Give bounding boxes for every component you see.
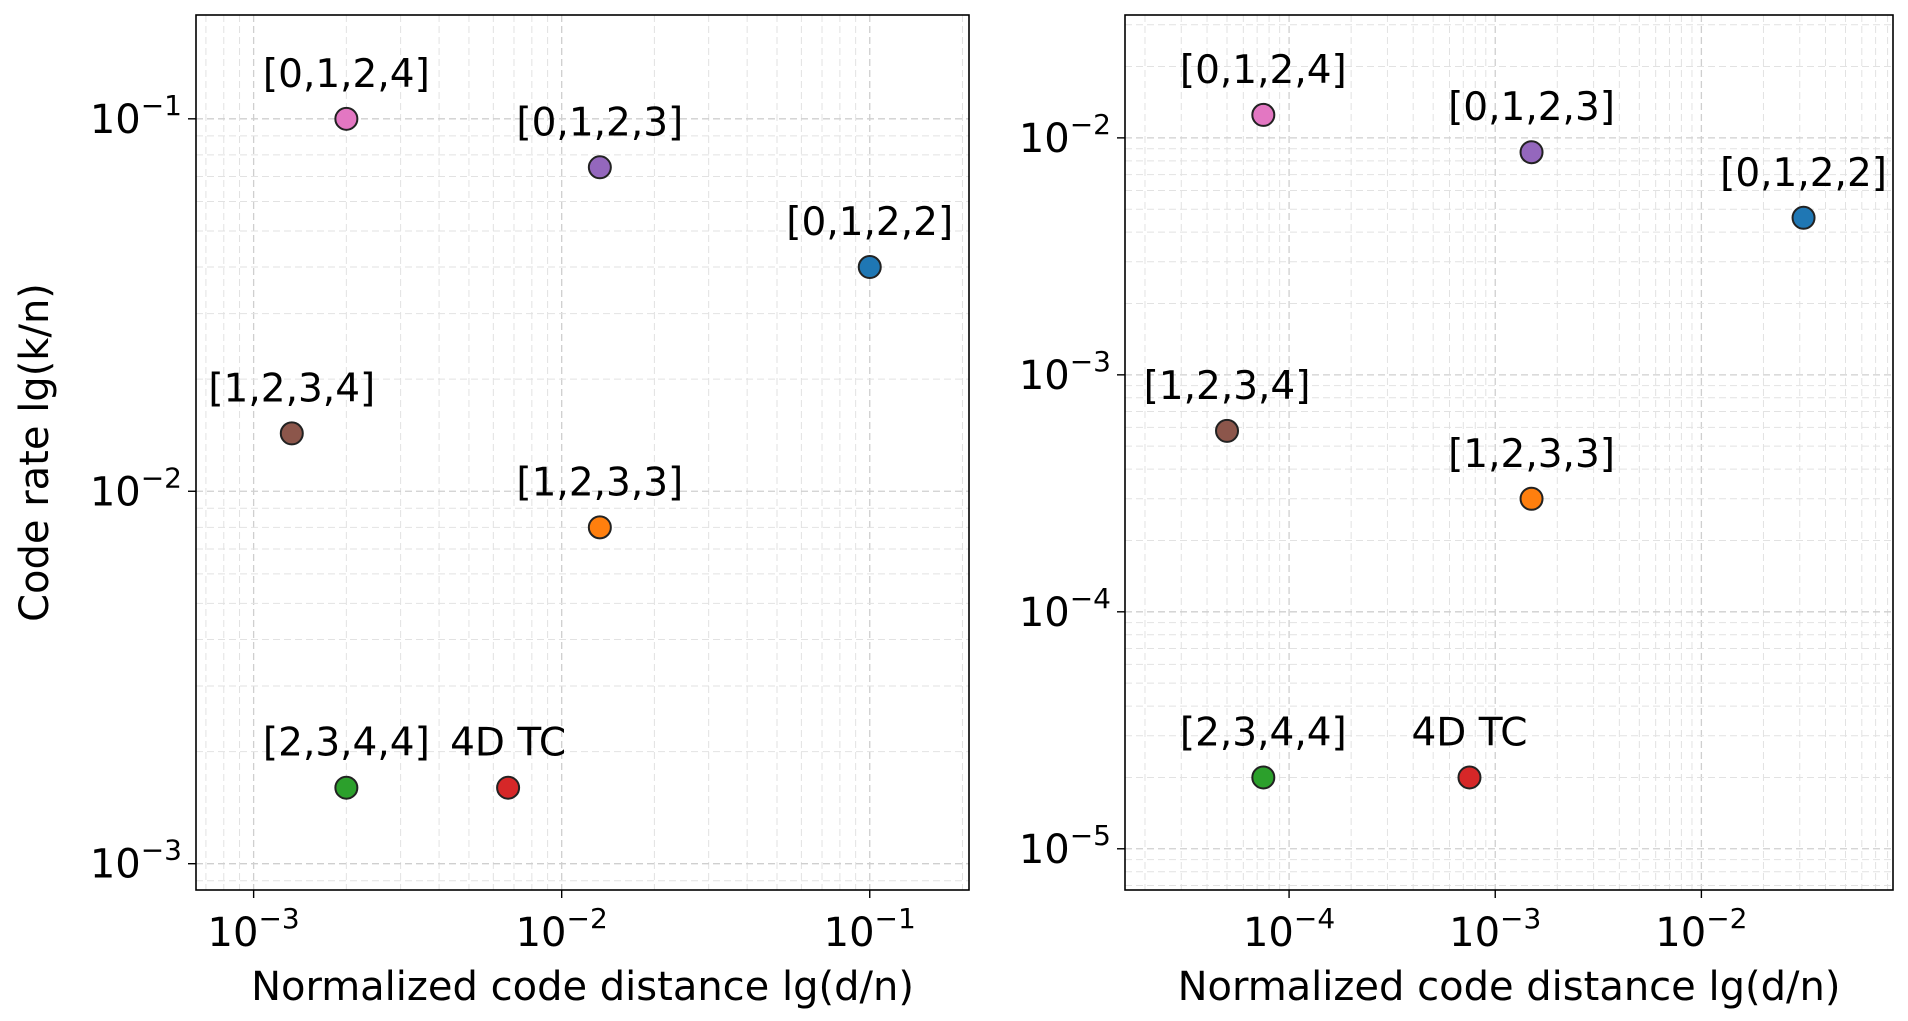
- x-tick-exponent: −3: [258, 902, 299, 935]
- y-tick-base: 10: [1019, 353, 1070, 399]
- x-tick-label: 10−2: [516, 902, 608, 956]
- x-tick-exponent: −4: [1294, 902, 1335, 935]
- x-tick-exponent: −3: [1500, 902, 1541, 935]
- x-tick-label: 10−3: [1449, 902, 1541, 956]
- y-tick-exponent: −3: [1070, 345, 1111, 378]
- y-tick-base: 10: [90, 97, 141, 143]
- x-tick-exponent: −1: [875, 902, 916, 935]
- data-point-label: [0,1,2,3]: [516, 100, 683, 145]
- data-point-label: [0,1,2,2]: [1720, 151, 1887, 196]
- data-point-label: [1,2,3,4]: [1144, 364, 1311, 409]
- grid: [1125, 15, 1893, 890]
- data-point-label: [1,2,3,4]: [208, 366, 375, 411]
- data-point-label: [0,1,2,2]: [786, 200, 953, 245]
- data-point-label: [2,3,4,4]: [263, 721, 430, 766]
- y-tick-base: 10: [90, 842, 141, 888]
- data-point-label: [0,1,2,4]: [1180, 48, 1347, 93]
- data-point-label: [2,3,4,4]: [1180, 710, 1347, 755]
- x-tick-label: 10−3: [208, 902, 300, 956]
- data-point: [1519, 140, 1544, 165]
- y-tick-base: 10: [1019, 827, 1070, 873]
- x-tick-base: 10: [516, 910, 567, 956]
- data-point: [496, 775, 521, 800]
- data-point: [1519, 486, 1544, 511]
- y-tick-exponent: −1: [141, 89, 182, 122]
- x-axis-label: Normalized code distance lg(d/n): [1178, 964, 1841, 1010]
- y-tick-exponent: −2: [1070, 108, 1111, 141]
- x-tick-label: 10−4: [1243, 902, 1335, 956]
- y-tick-label: 10−5: [1019, 819, 1111, 873]
- y-tick-label: 10−2: [1019, 108, 1111, 162]
- data-point-label: 4D TC: [450, 721, 566, 766]
- x-tick-label: 10−1: [824, 902, 916, 956]
- y-tick-exponent: −2: [141, 461, 182, 494]
- x-tick-base: 10: [1449, 910, 1500, 956]
- data-point: [1251, 765, 1276, 790]
- data-point-label: [0,1,2,4]: [263, 52, 430, 97]
- data-point: [1215, 418, 1240, 443]
- plot-frame: [1124, 14, 1894, 891]
- data-point: [587, 155, 612, 180]
- y-tick-base: 10: [1019, 116, 1070, 162]
- x-tick-base: 10: [824, 910, 875, 956]
- y-tick-label: 10−2: [90, 461, 182, 515]
- x-tick-label: 10−2: [1655, 902, 1747, 956]
- data-point: [1457, 765, 1482, 790]
- y-tick-label: 10−4: [1019, 582, 1111, 636]
- y-tick-label: 10−3: [90, 834, 182, 888]
- grid: [196, 15, 969, 890]
- data-point: [334, 106, 359, 131]
- x-tick-base: 10: [1655, 910, 1706, 956]
- data-point: [334, 775, 359, 800]
- x-axis-label: Normalized code distance lg(d/n): [251, 964, 914, 1010]
- data-point-label: [0,1,2,3]: [1448, 85, 1615, 130]
- data-point-label: [1,2,3,3]: [1448, 432, 1615, 477]
- y-tick-base: 10: [90, 469, 141, 515]
- y-tick-label: 10−1: [90, 89, 182, 143]
- data-point: [279, 421, 304, 446]
- y-tick-base: 10: [1019, 590, 1070, 636]
- y-tick-exponent: −4: [1070, 582, 1111, 615]
- data-point-label: [1,2,3,3]: [516, 460, 683, 505]
- y-tick-exponent: −3: [141, 834, 182, 867]
- y-axis-label: Code rate lg(k/n): [12, 283, 58, 622]
- y-tick-label: 10−3: [1019, 345, 1111, 399]
- data-point: [857, 255, 882, 280]
- data-point-label: 4D TC: [1411, 710, 1527, 755]
- data-point: [1791, 205, 1816, 230]
- x-tick-exponent: −2: [1706, 902, 1747, 935]
- y-tick-exponent: −5: [1070, 819, 1111, 852]
- data-point: [587, 515, 612, 540]
- plot-frame: [195, 14, 970, 891]
- x-tick-base: 10: [1243, 910, 1294, 956]
- data-point: [1251, 102, 1276, 127]
- x-tick-base: 10: [208, 910, 259, 956]
- x-tick-exponent: −2: [566, 902, 607, 935]
